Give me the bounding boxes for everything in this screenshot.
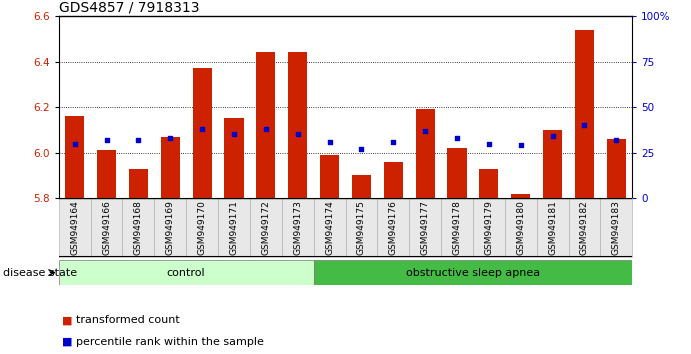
Bar xyxy=(607,139,626,198)
Point xyxy=(451,135,462,141)
Bar xyxy=(97,150,116,198)
Text: GSM949170: GSM949170 xyxy=(198,200,207,255)
Text: GSM949173: GSM949173 xyxy=(293,200,302,255)
Bar xyxy=(193,68,211,198)
Bar xyxy=(480,169,498,198)
FancyBboxPatch shape xyxy=(377,198,409,257)
Bar xyxy=(288,52,307,198)
FancyBboxPatch shape xyxy=(91,198,122,257)
Point xyxy=(611,137,622,143)
Text: GSM949164: GSM949164 xyxy=(70,200,79,255)
Point xyxy=(164,135,176,141)
Bar xyxy=(256,52,276,198)
FancyBboxPatch shape xyxy=(569,198,600,257)
Bar xyxy=(415,109,435,198)
Text: GSM949166: GSM949166 xyxy=(102,200,111,255)
FancyBboxPatch shape xyxy=(441,198,473,257)
Point xyxy=(388,139,399,144)
Text: disease state: disease state xyxy=(3,268,77,278)
Text: GSM949168: GSM949168 xyxy=(134,200,143,255)
Point xyxy=(292,132,303,137)
FancyBboxPatch shape xyxy=(505,198,537,257)
Text: GSM949169: GSM949169 xyxy=(166,200,175,255)
Text: ■: ■ xyxy=(62,337,73,347)
Point xyxy=(69,141,80,146)
Bar xyxy=(511,194,530,198)
FancyBboxPatch shape xyxy=(473,198,505,257)
Bar xyxy=(448,148,466,198)
Bar xyxy=(384,162,403,198)
Text: GSM949181: GSM949181 xyxy=(548,200,557,255)
Bar xyxy=(129,169,148,198)
Text: GSM949182: GSM949182 xyxy=(580,200,589,255)
Text: GSM949172: GSM949172 xyxy=(261,200,270,255)
Point xyxy=(419,128,430,133)
FancyBboxPatch shape xyxy=(346,198,377,257)
Point xyxy=(483,141,494,146)
Text: GDS4857 / 7918313: GDS4857 / 7918313 xyxy=(59,1,199,15)
FancyBboxPatch shape xyxy=(250,198,282,257)
Text: ■: ■ xyxy=(62,315,73,325)
Text: GSM949177: GSM949177 xyxy=(421,200,430,255)
Bar xyxy=(575,30,594,198)
FancyBboxPatch shape xyxy=(122,198,154,257)
FancyBboxPatch shape xyxy=(218,198,250,257)
Bar xyxy=(65,116,84,198)
Text: GSM949183: GSM949183 xyxy=(612,200,621,255)
Text: GSM949176: GSM949176 xyxy=(389,200,398,255)
Point xyxy=(324,139,335,144)
FancyBboxPatch shape xyxy=(314,198,346,257)
Point xyxy=(133,137,144,143)
Text: GSM949179: GSM949179 xyxy=(484,200,493,255)
Point xyxy=(101,137,112,143)
Point xyxy=(261,126,272,132)
FancyBboxPatch shape xyxy=(186,198,218,257)
FancyBboxPatch shape xyxy=(154,198,186,257)
Point xyxy=(547,133,558,139)
Text: GSM949178: GSM949178 xyxy=(453,200,462,255)
FancyBboxPatch shape xyxy=(537,198,569,257)
Text: GSM949180: GSM949180 xyxy=(516,200,525,255)
Point xyxy=(229,132,240,137)
Bar xyxy=(320,155,339,198)
FancyBboxPatch shape xyxy=(59,198,91,257)
Text: obstructive sleep apnea: obstructive sleep apnea xyxy=(406,268,540,278)
Text: GSM949174: GSM949174 xyxy=(325,200,334,255)
FancyBboxPatch shape xyxy=(600,198,632,257)
Point xyxy=(196,126,207,132)
Text: control: control xyxy=(167,268,205,278)
FancyBboxPatch shape xyxy=(282,198,314,257)
Point xyxy=(515,143,527,148)
Text: GSM949175: GSM949175 xyxy=(357,200,366,255)
FancyBboxPatch shape xyxy=(409,198,441,257)
Point xyxy=(356,146,367,152)
Text: GSM949171: GSM949171 xyxy=(229,200,238,255)
Bar xyxy=(225,119,243,198)
FancyBboxPatch shape xyxy=(59,260,314,285)
FancyBboxPatch shape xyxy=(314,260,632,285)
Text: percentile rank within the sample: percentile rank within the sample xyxy=(76,337,264,347)
Bar xyxy=(543,130,562,198)
Bar xyxy=(352,176,371,198)
Text: transformed count: transformed count xyxy=(76,315,180,325)
Bar xyxy=(161,137,180,198)
Point xyxy=(579,122,590,128)
